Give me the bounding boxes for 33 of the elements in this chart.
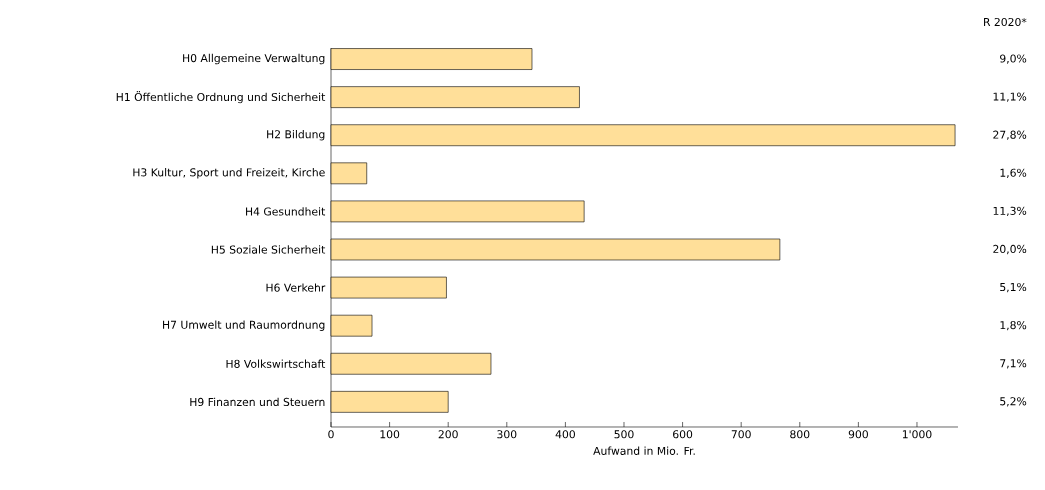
text: 11,3%	[993, 206, 1027, 217]
x-axis-title: Aufwand in Mio. Fr.	[593, 446, 695, 455]
y-tick-label: H7 Umwelt und Raumordnung	[163, 320, 325, 331]
text: 5,2%	[1000, 397, 1027, 407]
text: 9,0%	[1000, 54, 1027, 64]
x-tick-label: 600	[673, 430, 693, 439]
y-tick-label: H3 Kultur, Sport und Freizeit, Kirche	[133, 168, 325, 179]
text: 20,0%	[993, 244, 1027, 255]
y-tick-label: H9 Finanzen und Steuern	[190, 397, 325, 407]
x-tick-label: 100	[380, 430, 400, 439]
text: 1,8%	[1000, 321, 1027, 331]
x-tick-label: 300	[497, 430, 517, 439]
y-tick-label: H2 Bildung	[267, 130, 325, 141]
text: 7,1%	[1000, 359, 1027, 369]
x-tick-label: 700	[731, 430, 751, 439]
text: 1,6%	[1000, 168, 1027, 178]
text: 27,8%	[993, 130, 1027, 140]
y-tick-label: H4 Gesundheit	[246, 207, 326, 216]
x-tick-label: 900	[848, 430, 868, 439]
x-tick-label: 0	[328, 430, 334, 439]
y-tick-label: H5 Soziale Sicherheit	[211, 245, 326, 254]
x-tick-label: 500	[614, 430, 634, 439]
x-tick-label: 800	[790, 430, 810, 439]
y-tick-label: H6 Verkehr	[266, 283, 326, 292]
x-tick-label: 200	[438, 430, 458, 439]
text: 11,1%	[993, 92, 1027, 102]
y-tick-label: H1 Öffentliche Ordnung und Sicherheit	[116, 91, 326, 104]
y-tick-label: H0 Allgemeine Verwaltung	[183, 53, 325, 65]
y-tick-label: H8 Volkswirtschaft	[226, 359, 326, 368]
text: R 2020*	[984, 17, 1027, 27]
x-tick-label: 400	[555, 430, 575, 439]
x-tick-label: 1'000	[902, 430, 932, 439]
text: 5,1%	[1000, 282, 1027, 293]
